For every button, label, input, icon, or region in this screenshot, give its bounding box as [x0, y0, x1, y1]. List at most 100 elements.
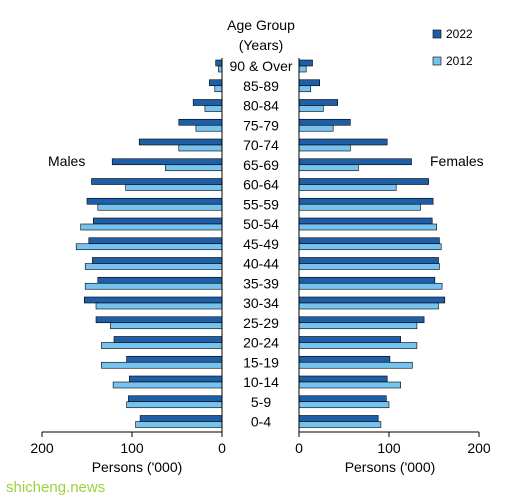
age-label: 15-19	[243, 354, 279, 370]
bar-female-2012-55-59	[298, 203, 421, 211]
age-label: 60-64	[243, 177, 279, 193]
bar-female-2012-80-84	[298, 105, 324, 112]
age-label: 70-74	[243, 137, 279, 153]
bar-female-2012-0-4	[298, 421, 382, 428]
age-label: 85-89	[243, 78, 279, 94]
bar-female-2022-80-84	[298, 99, 339, 106]
bar-male-2012-25-29	[110, 322, 223, 330]
bar-male-2012-45-49	[75, 243, 223, 251]
bar-male-2012-70-74	[178, 144, 223, 152]
bar-female-2012-45-49	[298, 243, 442, 251]
bar-male-2022-50-54	[93, 217, 223, 225]
bar-female-2022-25-29	[298, 316, 425, 324]
bar-male-2012-20-24	[101, 342, 223, 349]
bar-female-2022-50-54	[298, 217, 433, 225]
bar-female-2012-50-54	[298, 223, 437, 231]
bar-male-2022-25-29	[95, 316, 223, 324]
bar-female-2012-20-24	[298, 342, 418, 349]
bar-male-2012-75-79	[195, 124, 223, 132]
bar-female-2012-60-64	[298, 184, 397, 191]
age-label: 90 & Over	[229, 58, 292, 74]
females-x-axis-title: Persons ('000)	[345, 459, 436, 475]
males-panel-label: Males	[48, 153, 85, 169]
age-label: 55-59	[243, 196, 279, 212]
bar-male-2012-90 & Over	[218, 65, 223, 73]
category-header-line1: Age Group	[227, 17, 295, 33]
male-x-tick-label: 0	[218, 440, 226, 456]
bar-female-2022-75-79	[298, 118, 351, 126]
age-label: 20-24	[243, 335, 279, 351]
bar-male-2012-65-69	[165, 164, 223, 172]
female-x-tick-label: 100	[377, 440, 401, 456]
bar-male-2012-85-89	[214, 85, 223, 93]
bar-female-2022-45-49	[298, 237, 440, 245]
bar-female-2012-70-74	[298, 144, 351, 152]
bar-male-2012-10-14	[112, 381, 223, 389]
bar-male-2022-85-89	[209, 79, 223, 87]
bar-female-2012-35-39	[298, 282, 443, 290]
age-label: 5-9	[251, 394, 271, 410]
female-bars-group	[298, 59, 446, 428]
legend-label-2022: 2022	[446, 27, 473, 41]
bar-male-2022-45-49	[88, 237, 223, 245]
bar-male-2022-80-84	[192, 99, 223, 106]
watermark-text: shicheng.news	[6, 479, 105, 496]
bar-female-2022-85-89	[298, 79, 321, 87]
bar-female-2022-0-4	[298, 415, 379, 422]
bar-male-2012-60-64	[125, 184, 223, 191]
bar-female-2012-65-69	[298, 164, 359, 172]
bar-female-2012-10-14	[298, 381, 401, 389]
bar-male-2012-15-19	[101, 361, 223, 369]
bar-female-2022-70-74	[298, 138, 388, 146]
bar-female-2022-90 & Over	[298, 59, 313, 67]
male-x-tick-label: 200	[30, 440, 54, 456]
bar-male-2022-0-4	[139, 415, 223, 422]
male-bars-group	[75, 59, 223, 428]
bar-female-2012-90 & Over	[298, 65, 307, 73]
age-label: 50-54	[243, 216, 279, 232]
bar-male-2022-20-24	[113, 336, 223, 343]
bar-female-2022-40-44	[298, 257, 439, 264]
males-x-axis-title: Persons ('000)	[92, 459, 183, 475]
legend-swatch-2012	[432, 56, 442, 66]
bar-male-2022-10-14	[129, 375, 223, 383]
bar-female-2012-85-89	[298, 85, 311, 93]
bar-male-2022-35-39	[97, 276, 223, 284]
bar-female-2022-30-34	[298, 296, 446, 304]
age-label: 65-69	[243, 157, 279, 173]
legend: 2022 2012	[432, 27, 473, 68]
age-label: 30-34	[243, 295, 279, 311]
bar-male-2012-0-4	[135, 421, 223, 428]
age-label: 0-4	[251, 414, 271, 430]
bar-male-2022-75-79	[178, 118, 223, 126]
bar-male-2022-30-34	[84, 296, 223, 304]
age-label: 10-14	[243, 374, 279, 390]
age-label: 25-29	[243, 315, 279, 331]
bar-male-2022-15-19	[126, 355, 223, 363]
bar-female-2012-75-79	[298, 124, 334, 132]
bar-male-2022-5-9	[128, 395, 223, 403]
bar-female-2012-5-9	[298, 401, 390, 409]
male-x-tick-label: 100	[120, 440, 144, 456]
bar-male-2022-65-69	[111, 158, 223, 166]
legend-swatch-2022	[432, 29, 442, 39]
age-label: 75-79	[243, 117, 279, 133]
bar-male-2012-30-34	[95, 302, 223, 310]
bar-female-2012-40-44	[298, 263, 440, 270]
bar-male-2012-50-54	[80, 223, 223, 231]
age-label: 35-39	[243, 275, 279, 291]
age-labels-group: 90 & Over 85-89 80-84 75-79 70-74 65-69 60-64 5…	[229, 58, 292, 430]
bar-male-2022-60-64	[91, 178, 223, 185]
bar-male-2022-90 & Over	[215, 59, 223, 67]
legend-label-2012: 2012	[446, 54, 473, 68]
bar-male-2012-80-84	[204, 105, 223, 112]
category-header-line2: (Years)	[239, 37, 284, 53]
bar-female-2022-55-59	[298, 197, 434, 205]
age-label: 40-44	[243, 256, 279, 272]
age-label: 80-84	[243, 98, 279, 114]
bar-female-2022-20-24	[298, 336, 401, 343]
bar-male-2012-5-9	[126, 401, 223, 409]
bar-male-2022-70-74	[138, 138, 223, 146]
bar-female-2022-10-14	[298, 375, 388, 383]
